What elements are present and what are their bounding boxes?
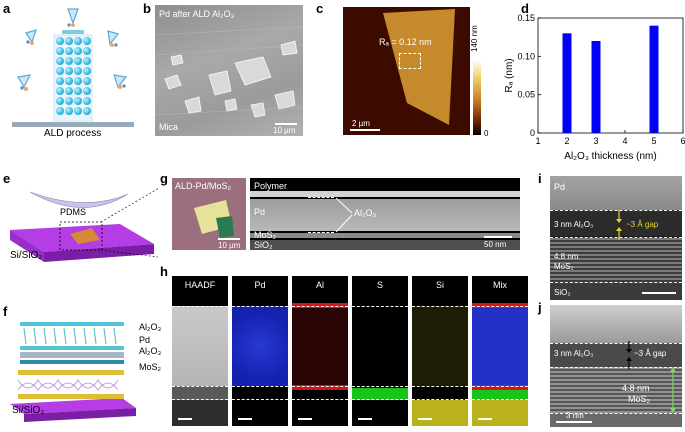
optical-title: ALD-Pd/MoS₂ [175, 181, 232, 191]
panel-label-f: f [3, 304, 8, 319]
optical-scale-label: 10 µm [218, 241, 241, 250]
tem-oxide-label: Al₂O₃ [354, 208, 377, 218]
eds-map-haadf: HAADF [172, 276, 228, 426]
y-tick-label-0.15: 0.15 [517, 13, 535, 23]
f-layer-1: Al₂O₃ [139, 322, 162, 332]
mos2-thickness-arrow-j [670, 367, 676, 413]
tem-layer-sio2: SiO₂ [254, 240, 273, 250]
panel-label-c: c [316, 1, 324, 16]
gap-arrows-i [616, 210, 622, 240]
tem-oxide-bottom-marker [308, 232, 334, 233]
y-axis-label: Rₐ (nm) [504, 58, 515, 92]
panel-label-a: a [3, 1, 11, 16]
hrtem-i-gap-label: ~3 Å gap [626, 220, 659, 229]
chart-bar-3 [591, 41, 601, 133]
chart-frame [537, 17, 684, 134]
eds-map-s: S [352, 276, 408, 426]
tem-layer-pd: Pd [254, 207, 266, 217]
eds-title-haadf: HAADF [184, 280, 216, 290]
panel-label-h: h [160, 264, 168, 279]
tem-scale-label: 50 nm [484, 240, 507, 249]
x-tick-label-5: 5 [651, 136, 656, 146]
heterostructure-illustration [10, 322, 136, 422]
afm-colorbar [473, 60, 481, 135]
panel-label-d: d [521, 1, 529, 16]
f-layer-2: Pd [139, 335, 151, 345]
panel-label-g: g [160, 171, 168, 186]
f-substrate-label: Si/SiO₂ [12, 405, 45, 416]
y-tick-label-0.10: 0.10 [517, 51, 535, 61]
x-axis-label: Al₂O₃ thickness (nm) [564, 151, 656, 162]
eds-title-al: Al [315, 280, 324, 290]
eds-map-mix: Mix [472, 276, 528, 426]
tem-oxide-top-marker [308, 197, 334, 198]
afm-colorbar-bottom: 0 [484, 129, 489, 138]
tem-annotation-arrows [335, 197, 353, 233]
sem-flakes [155, 26, 303, 118]
x-tick-label-6: 6 [680, 136, 685, 146]
sem-scale-bar [275, 123, 297, 125]
afm-roughness: Rₐ = 0.12 nm [379, 37, 432, 47]
hrtem-image-j: 3 nm Al₂O₃ ~3 Å gap 4.8 nm MoS₂ 3 nm [550, 305, 682, 427]
optical-image: ALD-Pd/MoS₂ 10 µm [172, 178, 246, 250]
eds-title-mix: Mix [493, 280, 507, 290]
gap-arrows-j [626, 341, 632, 369]
eds-map-pd: Pd [232, 276, 288, 426]
ald-process-illustration [12, 8, 134, 127]
eds-title-si: Si [435, 280, 444, 290]
afm-roi-box [399, 53, 421, 69]
y-tick-label-0.05: 0.05 [517, 90, 535, 100]
eds-map-al: Al [292, 276, 348, 426]
e-substrate-label: Si/SiO₂ [10, 250, 43, 261]
x-tick-label-1: 1 [535, 136, 540, 146]
hrtem-j-mos2-label: MoS₂ [628, 394, 650, 404]
afm-flake [383, 9, 455, 125]
eds-map-si: Si [412, 276, 468, 426]
chart-bar-5 [649, 25, 659, 134]
panel-label-i: i [538, 171, 542, 186]
panel-label-j: j [538, 300, 542, 315]
ald-process-caption: ALD process [44, 128, 102, 139]
hrtem-image-i: Pd 3 nm Al₂O₃ ~3 Å gap 4.8 nm MoS₂ SiO₂ [550, 176, 682, 300]
tem-scale-bar [484, 236, 512, 238]
sem-substrate-label: Mica [159, 122, 179, 132]
hrtem-i-mos2-thickness: 4.8 nm [554, 252, 579, 261]
afm-scale-bar [350, 129, 380, 131]
sem-title: Pd after ALD Al₂O₃ [159, 9, 235, 19]
hrtem-i-mos2-label: MoS₂ [554, 262, 574, 271]
afm-scale-label: 2 µm [352, 119, 370, 128]
hrtem-i-oxide-label: 3 nm Al₂O₃ [554, 220, 594, 229]
eds-title-pd: Pd [254, 280, 266, 290]
panel-label-e: e [3, 171, 11, 186]
hrtem-j-mos2-thickness: 4.8 nm [622, 383, 650, 393]
panel-label-b: b [143, 1, 151, 16]
tem-layer-polymer: Polymer [254, 181, 288, 191]
tem-layer-mos2: MoS₂ [254, 230, 276, 240]
hrtem-j-scale-label: 3 nm [566, 411, 584, 420]
hrtem-i-pd-label: Pd [554, 182, 566, 192]
chart-bar-2 [562, 33, 572, 133]
sem-scale-label: 10 µm [273, 126, 296, 135]
hrtem-j-gap-label: ~3 Å gap [634, 349, 667, 358]
f-layer-4: MoS₂ [139, 362, 161, 372]
hrtem-j-oxide-label: 3 nm Al₂O₃ [554, 349, 594, 358]
afm-image: Rₐ = 0.12 nm 2 µm [343, 7, 470, 135]
afm-colorbar-top: 140 nm [470, 25, 479, 52]
sem-image: Pd after ALD Al₂O₃ Mica 10 µm [155, 5, 303, 136]
tem-cross-section: Polymer Pd MoS₂ SiO₂ Al₂O₃ 50 nm [250, 178, 520, 250]
x-tick-label-2: 2 [564, 136, 569, 146]
optical-flakes [194, 200, 234, 238]
optical-scale-bar [218, 238, 240, 240]
hrtem-j-scale-bar [556, 421, 592, 423]
hrtem-i-sio2-label: SiO₂ [554, 288, 571, 297]
hrtem-i-scale-bar [642, 292, 676, 294]
eds-title-s: S [376, 280, 383, 290]
y-tick-label-0: 0 [530, 128, 535, 138]
x-tick-label-4: 4 [622, 136, 627, 146]
pdms-label: PDMS [60, 207, 87, 217]
f-layer-3: Al₂O₃ [139, 346, 162, 356]
transfer-illustration [10, 188, 158, 262]
x-tick-label-3: 3 [593, 136, 598, 146]
roughness-bar-chart: 1 2 3 4 5 6 0 0.05 0.10 0.15 Al₂O₃ thickness (nm) R… [504, 13, 685, 162]
